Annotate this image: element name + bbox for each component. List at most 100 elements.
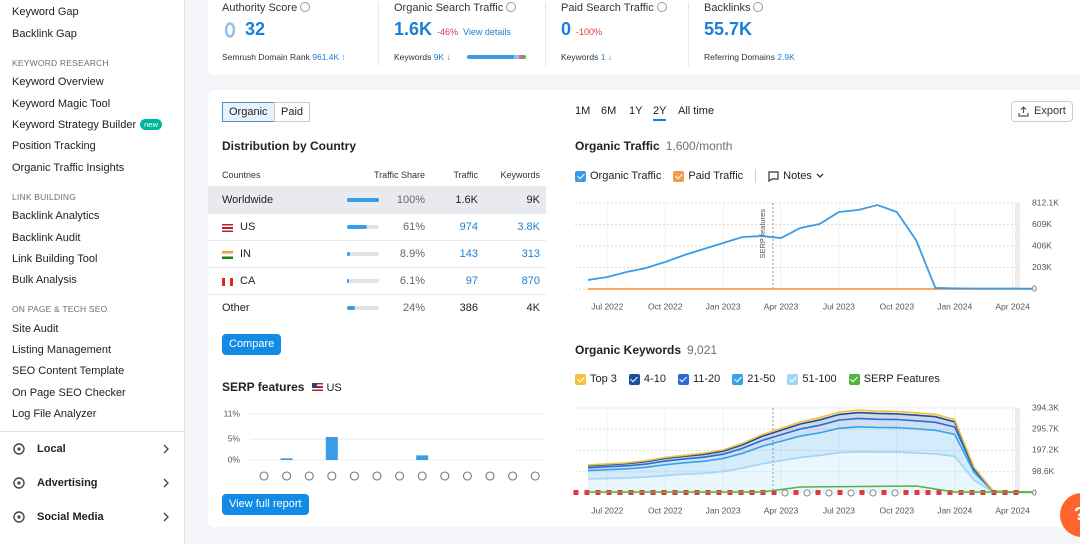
nav-item[interactable]: Link Building Tool [12,252,98,265]
divider [688,2,689,66]
legend-checkbox[interactable] [787,373,799,385]
info-icon[interactable] [300,2,311,12]
traffic-value: 386 [459,302,478,314]
keywords-value[interactable]: 3.8K [517,221,540,233]
legend-checkbox[interactable] [732,373,744,385]
metric-label-text: Organic Search Traffic [394,2,504,14]
legend-checkbox[interactable] [628,373,640,385]
nav-item[interactable]: Backlink Audit [12,231,81,244]
keywords-value: 9K [526,194,540,206]
table-row[interactable]: Worldwide 100% 1.6K 9K [208,186,546,213]
section-icon [13,511,25,523]
nav-item[interactable]: Backlink Gap [12,27,77,40]
metric-sub-value[interactable]: 2.9K [777,52,795,62]
keywords-value[interactable]: 313 [521,248,540,260]
legend-checkbox[interactable] [848,373,860,385]
legend-item[interactable]: Paid Traffic [673,170,743,182]
metric-sub: Keywords 9K ↓ [394,52,451,62]
flag [222,251,233,259]
legend-item[interactable]: Top 3 [575,373,617,385]
nav-item[interactable]: Backlink Analytics [12,210,100,223]
share-track [347,252,379,256]
legend-item[interactable]: 11-20 [677,373,720,385]
metric-label-text: Authority Score [222,2,298,14]
share-label: 8.9% [399,248,425,260]
sidebar-nav: Keyword Gap Backlink Gap KEYWORD RESEARCH K… [0,0,184,425]
legend-checkbox[interactable] [575,170,586,182]
nav-section[interactable]: Advertising [0,466,185,500]
country-name: IN [240,248,251,260]
table-row[interactable]: IN 8.9% 143 313 [208,240,546,267]
new-badge: new [140,118,162,130]
tab[interactable]: Paid [274,102,311,122]
nav-item[interactable]: Listing Management [12,344,112,357]
traffic-value[interactable]: 974 [459,221,478,233]
info-icon[interactable] [753,2,764,12]
nav-item[interactable]: Keyword Strategy Builder new [0,115,184,136]
icon-shape [13,443,25,455]
range-button[interactable]: All time [678,105,715,117]
view-details-link[interactable]: View details [463,27,511,37]
nav-section[interactable]: Local [0,432,185,466]
nav-section[interactable]: Social Media [0,500,185,534]
legend-item[interactable]: 21-50 [732,373,775,385]
metric-sub-value[interactable]: 1 [600,52,606,62]
nav-section-label: Social Media [37,511,104,523]
metric-value: 55.7K [704,19,753,39]
serp-title-text: SERP features [222,380,305,394]
legend-divider [755,169,757,183]
info-icon[interactable] [506,2,517,12]
legend-checkbox[interactable] [673,170,685,182]
metric-label: Paid Search Traffic [561,2,667,14]
full-report-button[interactable]: View full report [222,494,309,515]
info-icon[interactable] [656,2,667,12]
nav-item[interactable]: Keyword Overview [12,76,104,89]
metric-sub-value[interactable]: 9K [433,52,445,62]
share-bar [347,252,350,256]
metric-value-row: 0 -100% [561,19,602,40]
nav-item[interactable]: Log File Analyzer [12,407,97,420]
range-button[interactable]: 1M [575,105,591,117]
table-row[interactable]: Other 24% 386 4K [208,294,546,321]
tab[interactable]: Organic [222,102,275,122]
traffic-value[interactable]: 97 [465,275,478,287]
legend-item[interactable]: SERP Features [848,373,940,385]
legend-checkbox[interactable] [575,373,586,385]
legend-item[interactable]: Organic Traffic [575,170,661,182]
nav-item[interactable]: Keyword Gap [12,6,79,19]
legend-label: Paid Traffic [688,170,744,182]
table-row[interactable]: CA 6.1% 97 870 [208,267,546,294]
legend-item[interactable]: 51-100 [787,373,837,385]
flag [222,278,233,286]
nav-item[interactable]: Site Audit [12,322,59,335]
notes-shape [768,170,779,182]
sidebar-sections: Local Advertising Social Media [0,431,185,534]
column-header: Traffic Share [373,170,425,180]
nav-item[interactable]: On Page SEO Checker [12,386,126,399]
nav-section-label: Advertising [37,477,98,489]
notes-toggle[interactable]: Notes [768,170,824,182]
nav-item[interactable]: Organic Traffic Insights [12,161,125,174]
metrics-card [208,0,1080,75]
nav-item[interactable]: Bulk Analysis [12,274,77,287]
legend-checkbox[interactable] [677,373,689,385]
nav-item[interactable]: Keyword Magic Tool [12,97,111,110]
keywords-value[interactable]: 870 [521,275,540,287]
traffic-value[interactable]: 143 [459,248,478,260]
nav-item[interactable]: SEO Content Template [12,365,125,378]
nav-item[interactable]: Position Tracking [12,140,96,153]
metric-sub-value[interactable]: 961.4K [312,52,340,62]
range-button[interactable]: 2Y [653,103,667,121]
range-button[interactable]: 6M [601,105,617,117]
legend-item[interactable]: 4-10 [628,373,666,385]
table-row[interactable]: US 61% 974 3.8K [208,213,546,240]
metric-value: 0 [561,19,572,39]
notes-label: Notes [783,170,812,182]
share-track [347,279,379,283]
metric-sub: Keywords 1 ↓ [561,52,612,62]
export-button[interactable]: Export [1011,101,1073,122]
compare-button[interactable]: Compare [222,334,282,355]
arrow-up: ↑ [341,52,346,62]
range-button[interactable]: 1Y [629,105,643,117]
